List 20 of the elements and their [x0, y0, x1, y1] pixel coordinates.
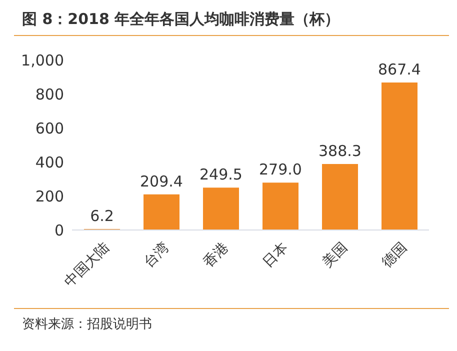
text: 资料来源：招股说明书	[21, 316, 153, 334]
y-tick-label: 200	[35, 187, 64, 206]
x-tick-label: 中国大陆	[62, 240, 113, 290]
data-label: 6.2	[90, 206, 114, 225]
chart-title: 图 8：2018 年全年各国人均咖啡消费量（杯）	[21, 9, 341, 30]
data-label: 279.0	[259, 160, 302, 179]
data-label: 388.3	[318, 142, 362, 160]
y-tick-label: 800	[35, 85, 64, 104]
y-tick-label: 1,000	[21, 51, 64, 70]
x-tick-label: 日本	[260, 240, 292, 271]
data-label: 209.4	[140, 172, 183, 190]
data-label: 867.4	[378, 60, 421, 79]
x-tick-label: 台湾	[140, 240, 172, 271]
x-tick-label: 香港	[200, 240, 232, 271]
y-tick-label: 400	[35, 153, 64, 172]
data-label: 249.5	[200, 166, 242, 184]
y-tick-label: 600	[35, 119, 64, 138]
x-tick-label: 德国	[378, 240, 410, 271]
y-tick-label: 0	[54, 221, 64, 240]
x-tick-label: 美国	[319, 240, 351, 271]
